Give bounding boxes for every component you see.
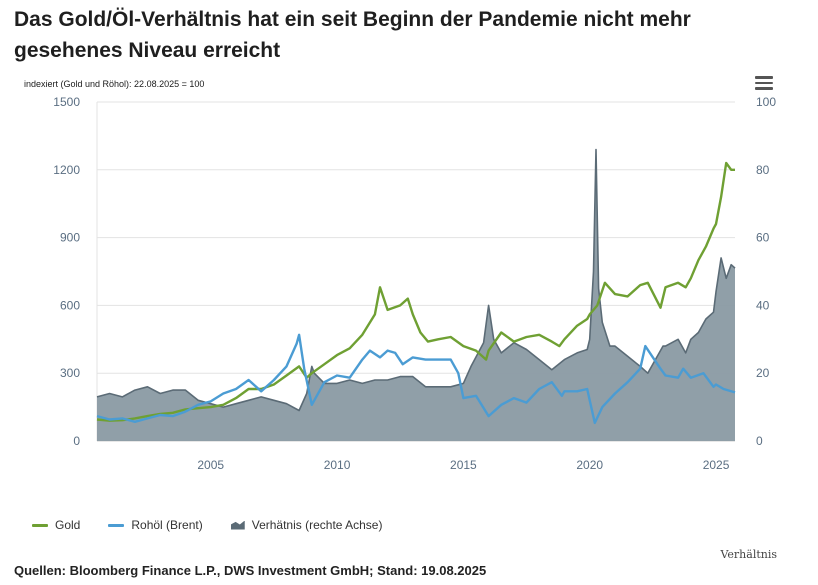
y-left-tick-label: 0 <box>73 434 80 448</box>
chart-title: Das Gold/Öl-Verhältnis hat ein seit Begi… <box>14 8 691 62</box>
y-right-tick-label: 0 <box>756 434 763 448</box>
legend-item-gold[interactable]: Gold <box>32 518 80 532</box>
legend-swatch-ratio <box>230 520 245 530</box>
y-right-tick-label: 60 <box>756 231 770 245</box>
series-area-verh-tnis-rechte-achse <box>97 149 735 441</box>
x-tick-label: 2015 <box>450 458 477 472</box>
source-note: Quellen: Bloomberg Finance L.P., DWS Inv… <box>14 563 487 578</box>
menu-bar-bottom <box>755 87 773 90</box>
legend-label-gold: Gold <box>55 518 81 532</box>
chart-subtitle: indexiert (Gold und Röhol): 22.08.2025 =… <box>24 79 204 89</box>
legend: Gold Rohöl (Brent) Verhätnis (rechte Ach… <box>32 518 382 532</box>
series-line-gold <box>96 161 735 422</box>
legend-item-oil[interactable]: Rohöl (Brent) <box>108 518 203 532</box>
x-tick-label: 2010 <box>324 458 351 472</box>
chart-credit: Verhältnis <box>720 548 777 561</box>
menu-bar-middle <box>755 81 773 85</box>
y-left-tick-label: 1500 <box>53 95 80 109</box>
y-right-tick-label: 100 <box>756 95 776 109</box>
axis-tick-labels: 0 300 600 900 1200 1500 0 20 40 60 80 100 2005 2010 20… <box>53 95 776 472</box>
x-tick-label: 2020 <box>576 458 603 472</box>
y-left-tick-label: 900 <box>60 231 80 245</box>
legend-label-oil: Rohöl (Brent) <box>131 518 203 532</box>
y-right-tick-label: 80 <box>756 163 770 177</box>
series-layer <box>96 148 736 441</box>
legend-item-ratio[interactable]: Verhätnis (rechte Achse) <box>230 518 383 532</box>
y-right-tick-label: 40 <box>756 298 770 312</box>
menu-bar-top <box>755 76 773 79</box>
y-left-tick-label: 1200 <box>53 163 80 177</box>
legend-label-ratio: Verhätnis (rechte Achse) <box>251 518 383 532</box>
series-line-verh-tnis-rechte-achse <box>96 148 736 412</box>
legend-swatch-oil <box>108 523 125 527</box>
x-tick-label: 2005 <box>197 458 224 472</box>
y-left-tick-label: 300 <box>60 366 80 380</box>
grid-lines <box>96 101 735 442</box>
y-left-tick-label: 600 <box>60 298 80 312</box>
chart-canvas: indexiert (Gold und Röhol): 22.08.2025 =… <box>24 79 776 472</box>
series-line-roh-l-brent <box>96 333 736 425</box>
x-tick-label: 2025 <box>703 458 730 472</box>
hamburger-menu-icon[interactable] <box>755 76 773 90</box>
legend-swatch-gold <box>32 523 48 527</box>
y-right-tick-label: 20 <box>756 366 770 380</box>
